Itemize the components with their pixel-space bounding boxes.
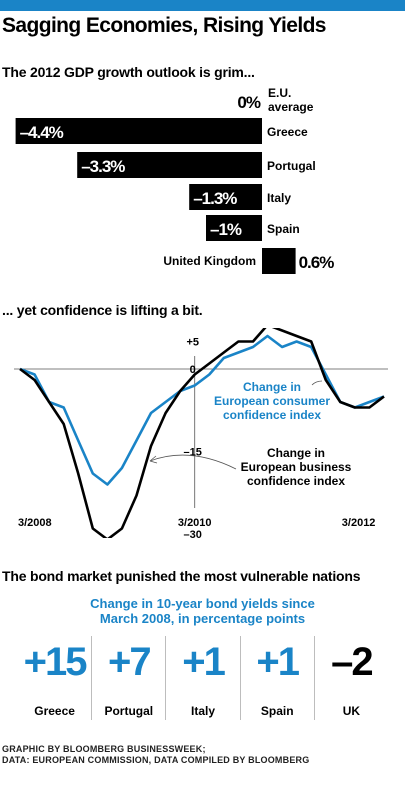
gdp-value-label: 0.6% (299, 253, 335, 272)
gdp-value-label: –1% (210, 220, 242, 239)
y-tick-label: +5 (186, 337, 199, 349)
gdp-value-label: –3.3% (81, 157, 125, 176)
gdp-country-label: E.U. average (268, 88, 314, 114)
bond-yield-row: +15 Greece +7 Portugal +1 Italy +1 Spain… (18, 636, 388, 720)
bonds-heading: The bond market punished the most vulner… (2, 568, 361, 584)
x-tick-label: 3/2010 (178, 517, 212, 529)
source-credit: GRAPHIC BY BLOOMBERG BUSINESSWEEK; DATA:… (2, 744, 309, 766)
gdp-country-label: Greece (267, 125, 308, 139)
bond-item-greece: +15 Greece (18, 636, 91, 720)
bonds-subtitle-line1: Change in 10-year bond yields since (90, 596, 315, 611)
bond-value: +7 (108, 640, 152, 684)
bond-value: –2 (331, 640, 374, 684)
consumer-annotation: Change in European consumer confidence ind… (214, 380, 330, 422)
bonds-subtitle-line2: March 2008, in percentage points (99, 611, 306, 626)
bond-item-italy: +1 Italy (165, 636, 239, 720)
bond-country: Portugal (104, 704, 154, 718)
business-pointer-head (149, 455, 158, 464)
bond-value: +1 (182, 640, 226, 684)
gdp-bar (206, 215, 262, 241)
gdp-country-label: United Kingdom (163, 254, 256, 268)
y-tick-label: 0 (190, 364, 196, 376)
bond-country: Italy (191, 704, 216, 718)
business-annotation: Change in European business confidence ind… (241, 446, 352, 488)
gdp-bar-chart: 0% E.U. average –4.4% Greece –3.3% Portugal –1.… (15, 88, 335, 274)
gdp-value-label: 0% (237, 93, 260, 112)
consumer-confidence-line (19, 334, 385, 486)
x-tick-label: 3/2012 (342, 517, 376, 529)
gdp-heading: The 2012 GDP growth outlook is grim... (2, 64, 255, 80)
gdp-country-label: Spain (267, 222, 300, 236)
gdp-bar (77, 152, 262, 178)
business-confidence-line (19, 328, 385, 538)
bond-value: +1 (256, 640, 300, 684)
bond-country: Greece (34, 704, 75, 718)
y-tick-label: –30 (184, 529, 202, 538)
gdp-country-label: Italy (267, 191, 291, 205)
business-pointer (149, 454, 237, 470)
bond-country: Spain (260, 704, 294, 718)
gdp-country-label: Portugal (267, 159, 316, 173)
gdp-bar (15, 118, 262, 144)
gdp-bar (189, 184, 262, 210)
page-title: Sagging Economies, Rising Yields (2, 14, 326, 37)
confidence-heading: ... yet confidence is lifting a bit. (2, 302, 203, 318)
top-accent-bar (0, 0, 405, 11)
gdp-bar (262, 248, 296, 274)
bond-item-portugal: +7 Portugal (91, 636, 165, 720)
consumer-pointer (311, 380, 323, 386)
gdp-value-label: –1.3% (193, 189, 237, 208)
credit-line-2: DATA: EUROPEAN COMMISSION, DATA COMPILED… (2, 755, 310, 765)
credit-line-1: GRAPHIC BY BLOOMBERG BUSINESSWEEK; (2, 744, 206, 754)
bond-item-uk: –2 UK (313, 636, 388, 720)
x-tick-label: 3/2008 (18, 517, 52, 529)
gdp-value-label: –4.4% (20, 123, 64, 142)
bond-country: UK (342, 704, 361, 718)
bond-item-spain: +1 Spain (239, 636, 314, 720)
bond-value: +15 (23, 640, 88, 684)
